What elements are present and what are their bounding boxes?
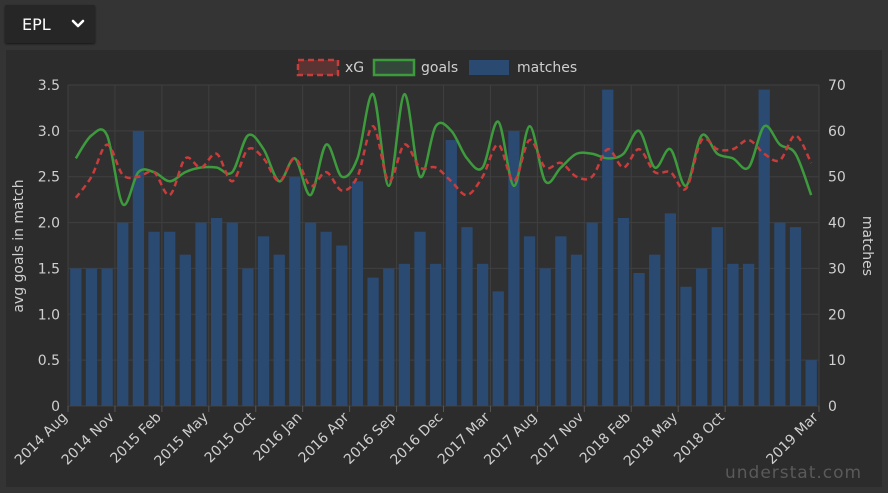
matches-bar[interactable]	[664, 213, 676, 406]
legend-label-xg: xG	[345, 60, 364, 76]
matches-bar[interactable]	[570, 254, 583, 406]
matches-bar[interactable]	[617, 217, 630, 406]
matches-bar[interactable]	[117, 222, 129, 406]
y-right-tick-label: 60	[828, 124, 846, 140]
matches-bar[interactable]	[758, 89, 770, 407]
goals-line[interactable]	[74, 92, 813, 207]
matches-bar[interactable]	[805, 360, 817, 406]
matches-bar[interactable]	[523, 236, 536, 406]
matches-bar[interactable]	[367, 277, 379, 406]
y-left-tick-label: 3.5	[38, 78, 60, 94]
matches-bar[interactable]	[289, 176, 301, 406]
matches-bar[interactable]	[132, 130, 145, 406]
y-left-tick-label: 0	[51, 399, 60, 415]
matches-bar[interactable]	[195, 222, 207, 406]
league-select-value: EPL	[22, 14, 51, 34]
legend-label-goals: goals	[421, 60, 458, 76]
matches-bar[interactable]	[164, 231, 176, 406]
matches-bar[interactable]	[696, 268, 708, 406]
chart: 0 0.5 1.0 1.5 2.0 2.5 3.0 3.5 0 10 20 30 40 50 60 70 201…	[11, 58, 875, 470]
matches-bar[interactable]	[226, 222, 238, 406]
matches-bar[interactable]	[336, 245, 348, 407]
matches-bar[interactable]	[492, 291, 504, 406]
matches-bar[interactable]	[476, 263, 489, 406]
matches-bar[interactable]	[633, 273, 645, 406]
matches-bar[interactable]	[351, 181, 364, 406]
matches-bar[interactable]	[304, 222, 317, 406]
matches-bar[interactable]	[539, 268, 551, 406]
matches-bar[interactable]	[257, 236, 270, 406]
matches-bar[interactable]	[320, 231, 332, 406]
league-select[interactable]: EPL	[5, 5, 95, 43]
matches-bar[interactable]	[649, 254, 661, 406]
matches-bar[interactable]	[742, 263, 755, 406]
matches-bar[interactable]	[774, 222, 786, 406]
matches-bar[interactable]	[211, 217, 223, 406]
matches-bar[interactable]	[85, 268, 98, 406]
x-tick-label: 2018 Oct	[671, 409, 728, 466]
matches-bar[interactable]	[398, 263, 411, 406]
legend-label-matches: matches	[517, 60, 577, 76]
chevron-down-icon	[71, 19, 85, 28]
legend-item-xg[interactable]: xG	[296, 58, 364, 77]
y-right-tick-label: 70	[828, 78, 846, 94]
y-left-tick-label: 1.5	[38, 261, 60, 277]
y-right-tick-label: 30	[828, 261, 846, 277]
y-left-tick-label: 2.0	[38, 216, 60, 232]
y-axis-left-title: avg goals in match	[11, 179, 27, 312]
gridlines	[67, 84, 820, 407]
y-left-tick-label: 3.0	[38, 124, 60, 140]
legend: xG goals matches	[296, 58, 577, 77]
matches-bar[interactable]	[586, 222, 598, 406]
matches-bar[interactable]	[789, 227, 802, 406]
y-left-tick-label: 1.0	[38, 307, 60, 323]
matches-bar[interactable]	[461, 227, 473, 406]
y-right-tick-label: 0	[828, 399, 837, 415]
matches-bar[interactable]	[179, 254, 191, 406]
matches-bar[interactable]	[414, 231, 426, 406]
legend-swatch-xg	[296, 58, 340, 77]
matches-bar[interactable]	[70, 268, 82, 406]
matches-bars	[70, 89, 817, 407]
x-tick-label: 2015 Oct	[202, 409, 259, 466]
matches-bar[interactable]	[711, 227, 723, 406]
legend-swatch-goals	[372, 58, 416, 77]
lines	[74, 92, 813, 207]
matches-bar[interactable]	[555, 236, 567, 406]
matches-bar[interactable]	[430, 263, 442, 406]
y-right-tick-label: 40	[828, 216, 846, 232]
y-right-tick-label: 50	[828, 170, 846, 186]
matches-bar[interactable]	[101, 268, 113, 406]
matches-bar[interactable]	[680, 286, 692, 406]
matches-bar[interactable]	[148, 231, 160, 406]
y-axis-right-title: matches	[859, 216, 875, 276]
chart-panel: 0 0.5 1.0 1.5 2.0 2.5 3.0 3.5 0 10 20 30 40 50 60 70 201…	[6, 50, 882, 487]
y-left-tick-label: 2.5	[38, 170, 60, 186]
watermark: understat.com	[725, 463, 863, 483]
x-tick-label: 2019 Mar	[763, 409, 822, 468]
matches-bar[interactable]	[445, 140, 457, 406]
legend-swatch-matches	[469, 60, 509, 75]
matches-bar[interactable]	[273, 254, 285, 406]
legend-item-matches[interactable]: matches	[469, 60, 577, 76]
matches-bar[interactable]	[727, 263, 739, 406]
y-right-tick-label: 10	[828, 353, 846, 369]
legend-item-goals[interactable]: goals	[372, 58, 458, 77]
y-left-tick-label: 0.5	[38, 353, 60, 369]
matches-bar[interactable]	[242, 268, 254, 406]
matches-bar[interactable]	[602, 89, 614, 407]
xg-line[interactable]	[74, 125, 813, 199]
y-right-tick-label: 20	[828, 307, 846, 323]
matches-bar[interactable]	[508, 130, 520, 406]
matches-bar[interactable]	[383, 268, 395, 406]
